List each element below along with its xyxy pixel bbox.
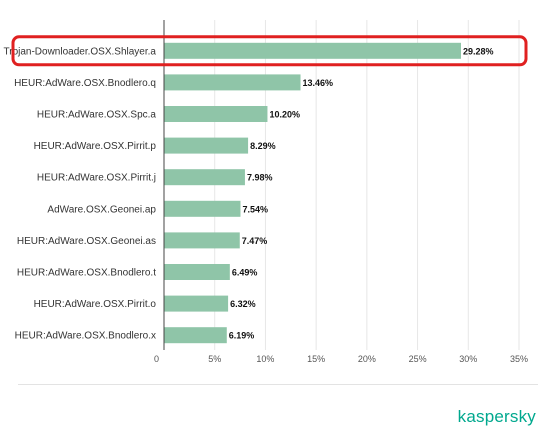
- value-label: 7.98%: [247, 173, 273, 183]
- value-label: 7.47%: [242, 236, 268, 246]
- value-label: 6.19%: [229, 331, 255, 341]
- bars: [164, 42, 461, 344]
- bar: [164, 295, 229, 312]
- highlight-rectangle: [11, 35, 528, 67]
- bar: [164, 327, 227, 344]
- bar: [164, 200, 241, 217]
- category-label: HEUR:AdWare.OSX.Bnodlero.x: [15, 331, 156, 342]
- value-label: 10.20%: [269, 110, 300, 120]
- x-tick-label: 10%: [256, 354, 274, 364]
- x-tick-label: 35%: [510, 354, 528, 364]
- bar: [164, 106, 268, 122]
- category-label: HEUR:AdWare.OSX.Bnodlero.t: [17, 268, 156, 279]
- bar: [164, 42, 461, 59]
- bar: [164, 74, 301, 91]
- value-label: 6.32%: [230, 299, 256, 309]
- x-tick-label: 25%: [409, 354, 427, 364]
- x-tick-label: 0: [154, 354, 159, 364]
- category-label: HEUR:AdWare.OSX.Pirrit.p: [34, 141, 157, 152]
- value-labels: 29.28% 13.46% 10.20% 8.29% 7.98% 7.54% 7.47% 6.…: [229, 46, 494, 340]
- footer-divider: [18, 384, 538, 385]
- category-label: HEUR:AdWare.OSX.Pirrit.j: [37, 173, 156, 184]
- bar: [164, 169, 245, 186]
- value-label: 7.54%: [242, 204, 268, 214]
- x-tick-label: 15%: [307, 354, 325, 364]
- value-label: 13.46%: [303, 78, 334, 88]
- highlight-box: [11, 35, 528, 67]
- category-labels: Trojan-Downloader.OSX.Shlayer.a HEUR:AdWa…: [4, 46, 157, 341]
- x-tick-label: 20%: [358, 354, 376, 364]
- gridlines: [214, 20, 520, 350]
- category-label: HEUR:AdWare.OSX.Bnodlero.q: [14, 78, 156, 89]
- x-tick-label: 5%: [208, 354, 221, 364]
- category-label: HEUR:AdWare.OSX.Spc.a: [37, 110, 157, 121]
- category-label: HEUR:AdWare.OSX.Geonei.as: [17, 236, 156, 247]
- x-tick-labels: 0 5% 10% 15% 20% 25% 30% 35%: [154, 354, 528, 364]
- value-label: 29.28%: [463, 46, 494, 56]
- category-label: Trojan-Downloader.OSX.Shlayer.a: [4, 46, 157, 57]
- category-label: AdWare.OSX.Geonei.ap: [47, 204, 156, 215]
- x-tick-label: 30%: [459, 354, 477, 364]
- bar: [164, 232, 240, 249]
- category-label: HEUR:AdWare.OSX.Pirrit.o: [34, 299, 157, 310]
- bar: [164, 137, 249, 154]
- value-label: 6.49%: [232, 268, 258, 278]
- value-label: 8.29%: [250, 141, 276, 151]
- bar: [164, 264, 230, 280]
- kaspersky-logo: kaspersky: [457, 407, 536, 426]
